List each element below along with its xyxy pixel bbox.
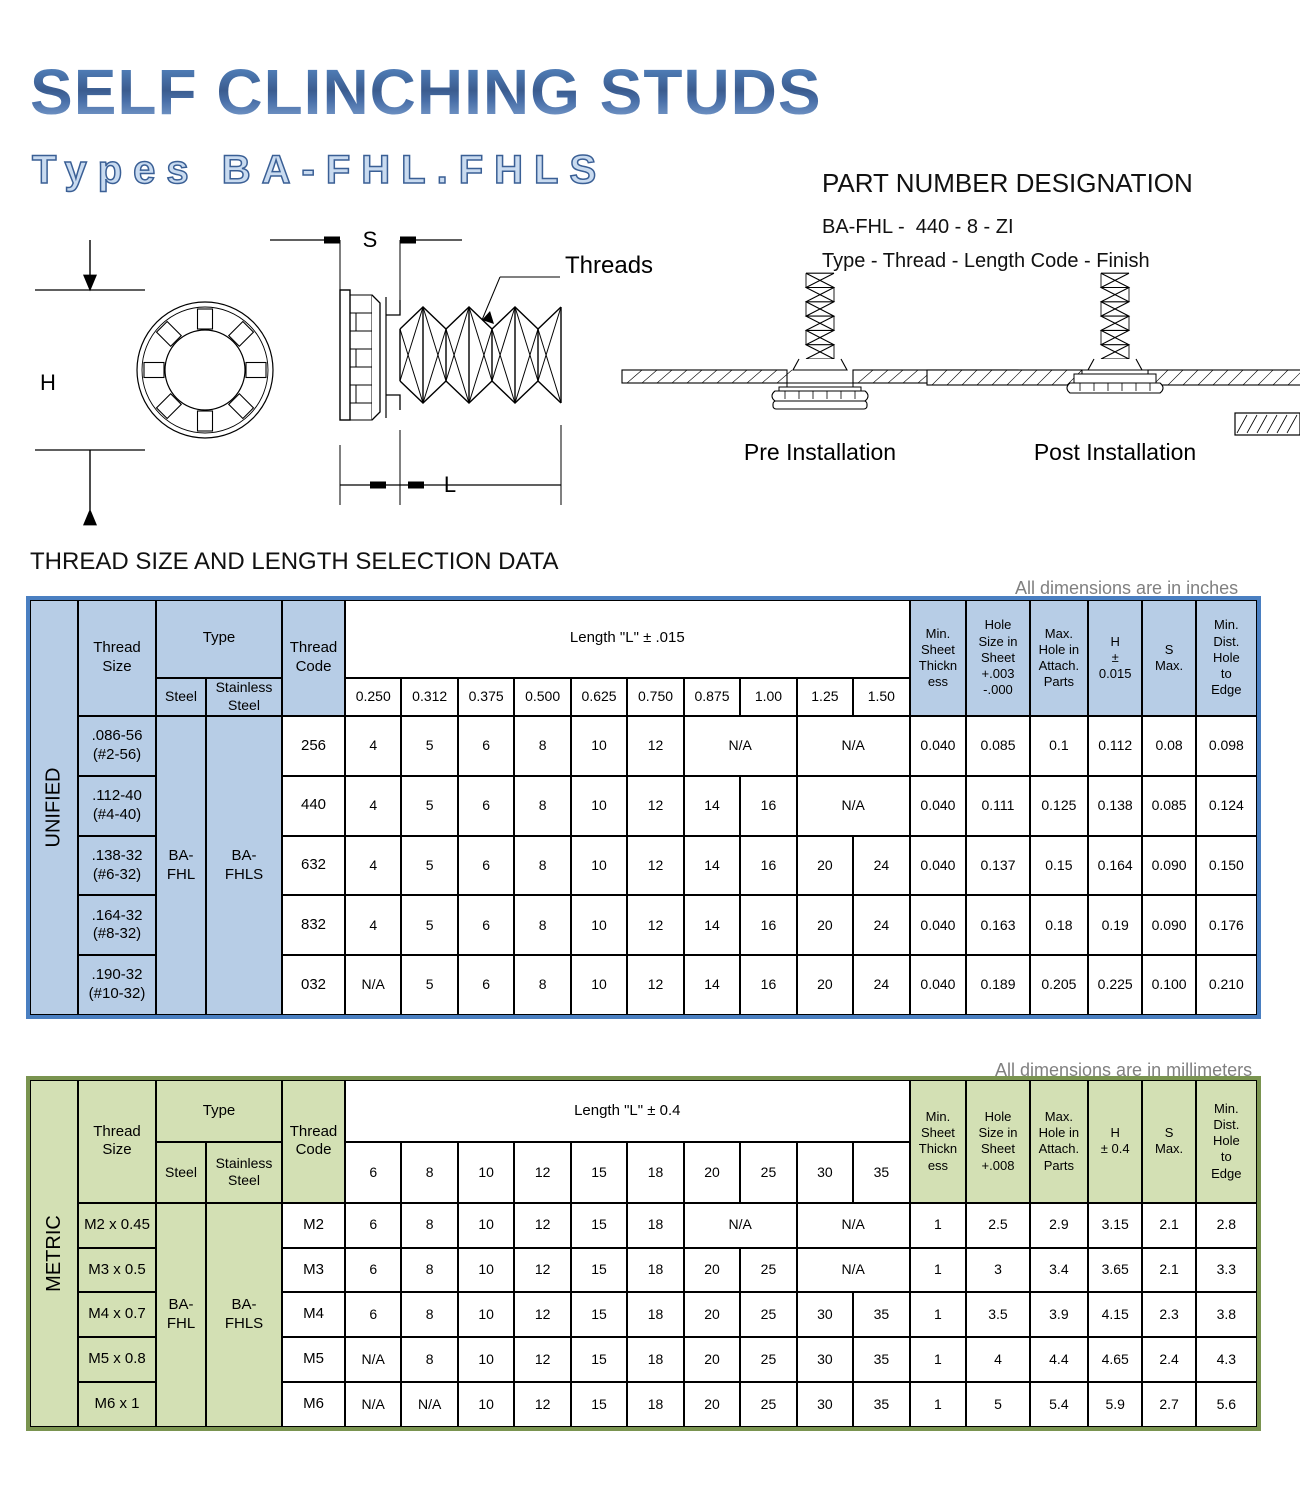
svg-text:S: S: [363, 227, 378, 252]
svg-text:Pre Installation: Pre Installation: [744, 439, 896, 465]
svg-text:H: H: [40, 370, 56, 395]
svg-text:Threads: Threads: [565, 252, 653, 279]
svg-text:Post Installation: Post Installation: [1034, 439, 1196, 465]
